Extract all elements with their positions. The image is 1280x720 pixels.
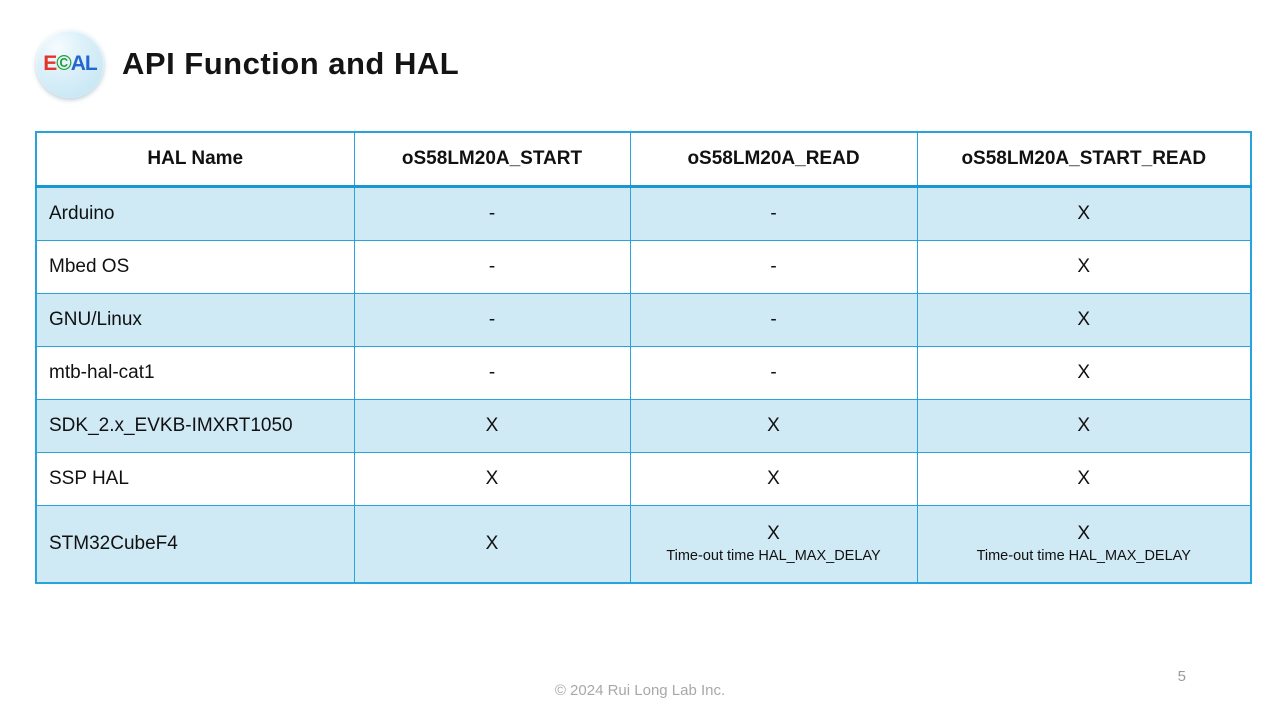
table-row: SSP HAL X X X: [35, 452, 1252, 506]
read-cell: -: [629, 293, 918, 347]
start-read-cell: X: [916, 452, 1252, 506]
start-cell: -: [353, 240, 631, 294]
logo-letter: E: [43, 52, 57, 75]
hal-name-cell: SDK_2.x_EVKB-IMXRT1050: [35, 399, 355, 453]
hal-name-cell: Arduino: [35, 186, 355, 241]
table-row: Arduino - - X: [35, 186, 1252, 241]
start-read-cell: X Time-out time HAL_MAX_DELAY: [916, 505, 1252, 584]
table-row: Mbed OS - - X: [35, 240, 1252, 294]
read-cell: -: [629, 240, 918, 294]
start-cell: -: [353, 346, 631, 400]
read-timeout-note: Time-out time HAL_MAX_DELAY: [666, 547, 881, 564]
column-header-start: oS58LM20A_START: [353, 131, 631, 188]
table-row: GNU/Linux - - X: [35, 293, 1252, 347]
start-read-cell: X: [916, 399, 1252, 453]
read-cell: X: [629, 452, 918, 506]
table-row: mtb-hal-cat1 - - X: [35, 346, 1252, 400]
logo-letter: A: [70, 52, 86, 75]
start-read-cell: X: [916, 240, 1252, 294]
start-read-value: X: [1077, 523, 1091, 545]
read-value: X: [767, 523, 780, 545]
column-header-hal-name: HAL Name: [35, 131, 355, 188]
start-cell: X: [353, 452, 631, 506]
slide-header: E © A L API Function and HAL: [36, 30, 459, 98]
logo-letter: L: [84, 52, 98, 75]
ecal-logo-icon: E © A L: [36, 30, 104, 98]
read-cell: -: [629, 186, 918, 241]
hal-name-cell: GNU/Linux: [35, 293, 355, 347]
table-row: SDK_2.x_EVKB-IMXRT1050 X X X: [35, 399, 1252, 453]
start-read-cell: X: [916, 293, 1252, 347]
start-read-cell: X: [916, 346, 1252, 400]
table-row: STM32CubeF4 X X Time-out time HAL_MAX_DE…: [35, 505, 1252, 584]
read-cell: X: [629, 399, 918, 453]
column-header-start-read: oS58LM20A_START_READ: [916, 131, 1252, 188]
logo-letter: ©: [56, 52, 72, 75]
column-header-read: oS58LM20A_READ: [629, 131, 918, 188]
hal-name-cell: SSP HAL: [35, 452, 355, 506]
hal-api-table: HAL Name oS58LM20A_START oS58LM20A_READ …: [35, 131, 1252, 584]
start-read-cell: X: [916, 186, 1252, 241]
page-title: API Function and HAL: [122, 46, 460, 81]
start-cell: X: [353, 505, 631, 584]
copyright-text: © 2024 Rui Long Lab Inc.: [554, 682, 726, 699]
hal-name-cell: Mbed OS: [35, 240, 355, 294]
start-cell: X: [353, 399, 631, 453]
page-number: 5: [1177, 668, 1186, 685]
start-read-timeout-note: Time-out time HAL_MAX_DELAY: [976, 547, 1191, 564]
hal-name-cell: STM32CubeF4: [35, 505, 355, 584]
hal-name-cell: mtb-hal-cat1: [35, 346, 355, 400]
start-cell: -: [353, 186, 631, 241]
read-cell: X Time-out time HAL_MAX_DELAY: [629, 505, 918, 584]
start-cell: -: [353, 293, 631, 347]
read-cell: -: [629, 346, 918, 400]
table-header-row: HAL Name oS58LM20A_START oS58LM20A_READ …: [35, 131, 1252, 188]
